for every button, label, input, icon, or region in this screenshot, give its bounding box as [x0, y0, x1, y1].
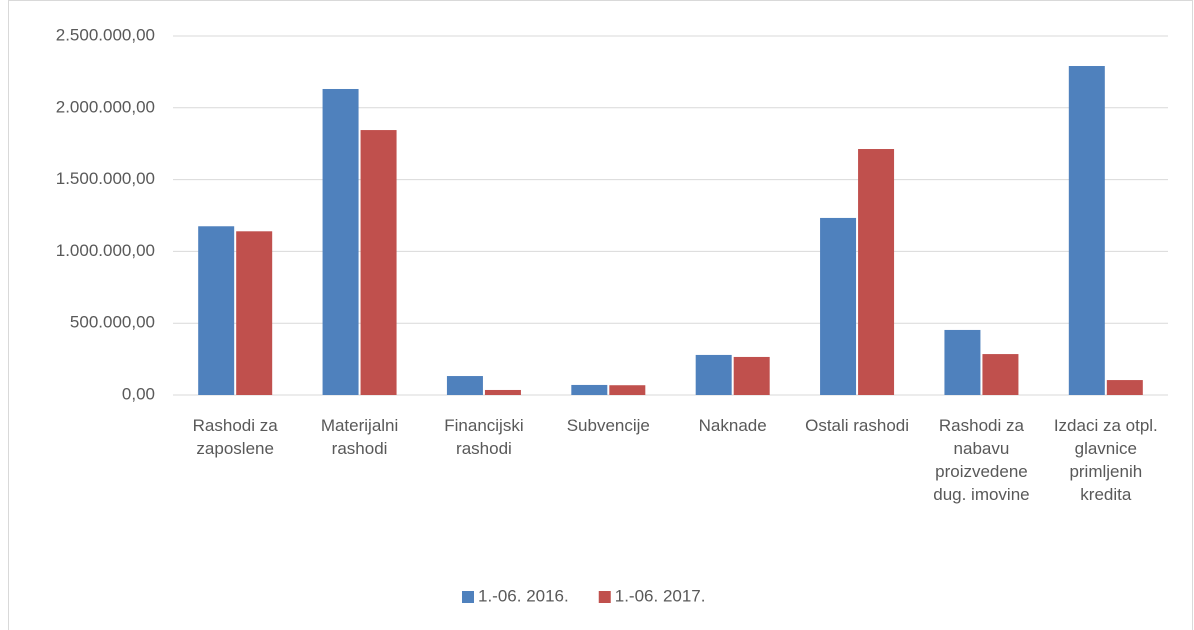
legend-label: 1.-06. 2016. [478, 586, 569, 605]
x-tick-label: Materijalni rashodi [320, 416, 399, 458]
chart-border [8, 0, 1193, 630]
x-tick-label: Ostali rashodi [805, 416, 910, 435]
x-tick-label: Rashodi za nabavu proizvedene dug. imovi… [933, 416, 1030, 504]
y-tick-label: 0,00 [122, 384, 155, 403]
bar [944, 329, 981, 395]
bar [820, 217, 857, 395]
x-tick-label: Rashodi za zaposlene [192, 416, 278, 458]
bar [198, 226, 235, 395]
bar [236, 231, 273, 395]
bar [982, 354, 1019, 395]
legend-swatch [598, 591, 611, 603]
bar [1106, 380, 1143, 395]
x-tick-label: Izdaci za otpl. glavnice primljenih kred… [1053, 416, 1158, 504]
y-tick-label: 500.000,00 [70, 313, 155, 332]
bar [446, 376, 483, 395]
bar [1068, 66, 1105, 396]
bar [695, 354, 732, 395]
bar [858, 149, 895, 395]
x-tick-label: Naknade [698, 416, 767, 435]
bar [733, 356, 770, 395]
bar [609, 385, 646, 395]
y-tick-label: 2.000.000,00 [56, 97, 155, 116]
legend-label: 1.-06. 2017. [615, 586, 706, 605]
y-tick-label: 1.500.000,00 [56, 169, 155, 188]
x-tick-label: Financijski rashodi [444, 416, 524, 458]
y-tick-label: 2.500.000,00 [56, 25, 155, 44]
y-tick-label: 1.000.000,00 [56, 241, 155, 260]
legend-swatch [462, 591, 474, 603]
bar [360, 130, 397, 396]
bar [484, 389, 521, 395]
bar [571, 384, 608, 395]
x-tick-label: Subvencije [566, 416, 650, 435]
bar [322, 88, 359, 395]
